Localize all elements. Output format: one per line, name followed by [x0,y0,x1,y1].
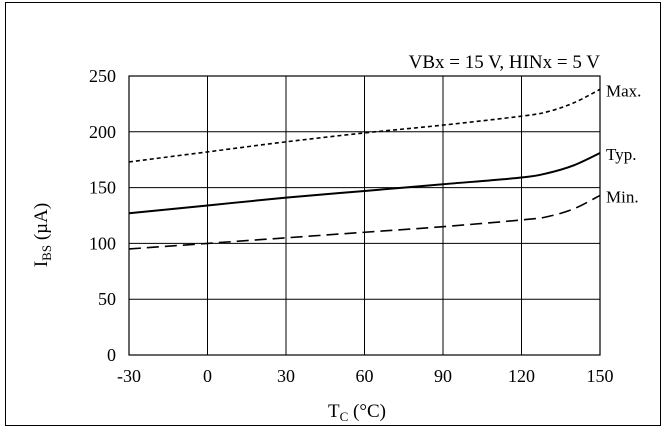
y-axis-label: IBS (µA) [31,203,54,267]
x-tick-label: 0 [203,366,212,386]
x-tick-label: 150 [587,366,614,386]
series-label-typ: Typ. [606,145,636,164]
y-tick-label: 200 [89,122,116,142]
y-tick-label: 50 [98,289,116,309]
y-tick-label: 0 [107,345,116,365]
series-line-min [128,194,601,250]
x-tick-label: 120 [508,366,535,386]
x-axis-label: TC (°C) [328,401,386,424]
plot-area [128,75,601,356]
x-tick-label: 30 [277,366,295,386]
x-tick-label: -30 [117,366,141,386]
plot-border [128,75,601,356]
x-tick-label: 90 [434,366,452,386]
condition-annotation: VBx = 15 V, HINx = 5 V [409,52,601,73]
y-tick-label: 100 [89,233,116,253]
y-tick-label: 250 [89,66,116,86]
chart-frame: Max. Typ. Min. -30 0 30 60 90 120 150 0 50 100 150 20… [5,2,661,426]
x-tick-label: 60 [356,366,374,386]
series-label-min: Min. [606,187,639,206]
ibs-vs-temperature-chart: Max.Typ.Min. -30 0 30 60 90 120 15005010015020… [31,52,641,424]
grid [128,75,601,356]
series-line-max [128,88,601,163]
y-tick-label: 150 [89,178,116,198]
series-line-typ [128,152,601,215]
series-label-max: Max. [606,81,641,100]
series-group: Max. Typ. Min. [128,81,641,250]
